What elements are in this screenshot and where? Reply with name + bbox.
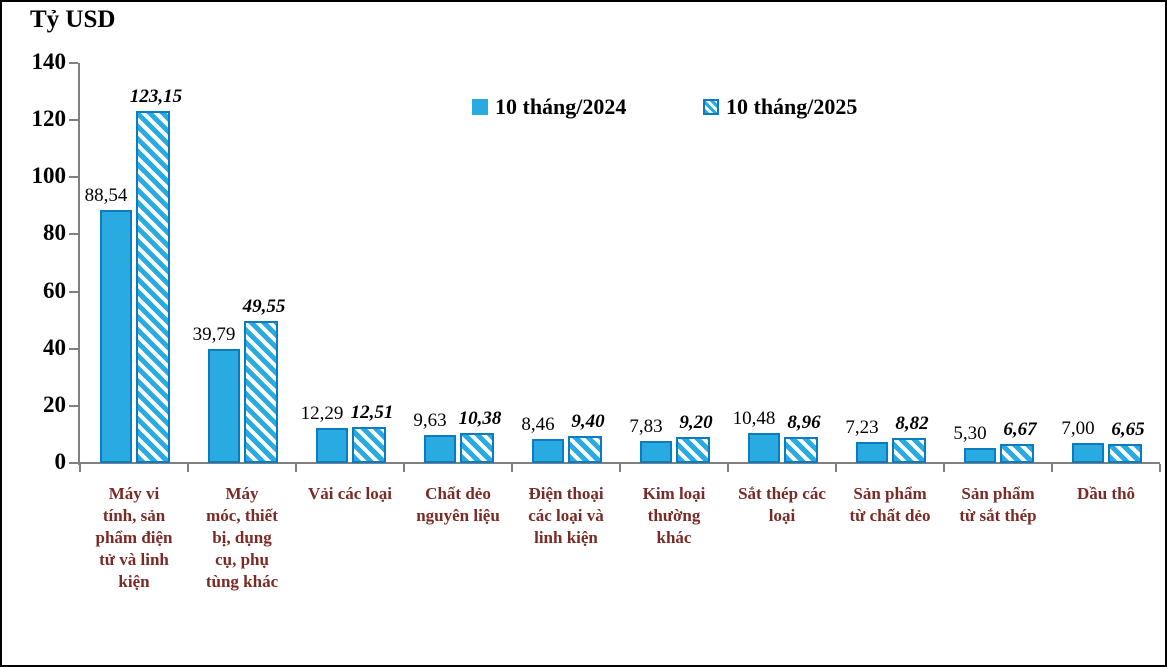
y-axis-tick-label: 0 (54, 449, 67, 474)
bar-2025 (1108, 444, 1142, 463)
category-label: Máy vi tính, sản phẩm điện tử và linh ki… (95, 484, 173, 591)
bar-2024 (208, 349, 240, 463)
value-label-2024: 7,00 (1061, 418, 1095, 439)
value-label-2025: 8,96 (787, 412, 821, 433)
y-axis-tick (69, 404, 78, 407)
y-axis-tick-label: 60 (43, 277, 66, 303)
value-label-2024: 7,83 (629, 416, 663, 437)
bar-2025 (460, 433, 494, 463)
bar-2025 (352, 427, 386, 463)
value-label-2024: 10,48 (732, 408, 776, 429)
category-label: Dầu thô (1076, 484, 1136, 503)
x-axis-tick (295, 464, 297, 472)
x-axis-tick (187, 464, 189, 472)
value-label-2025: 49,55 (242, 296, 286, 317)
y-axis-tick (69, 290, 78, 293)
category-label: Kim loại thường khác (642, 484, 706, 547)
y-axis-tick-label: 40 (43, 334, 66, 360)
category-label: Sản phẩm từ chất dẻo (849, 484, 931, 525)
y-axis-line (78, 63, 80, 465)
y-axis-tick (69, 176, 78, 179)
value-label-2025: 9,20 (679, 412, 713, 433)
value-label-2025: 8,82 (895, 413, 929, 434)
y-axis-tick-label: 20 (43, 391, 66, 417)
value-label-2024: 12,29 (300, 403, 344, 424)
bar-2024 (532, 439, 564, 463)
bar-2024 (748, 433, 780, 463)
bar-2024 (1072, 443, 1104, 463)
value-label-2025: 9,40 (571, 411, 605, 432)
category-label: Máy móc, thiết bị, dụng cụ, phụ tùng khá… (205, 484, 279, 591)
x-axis-tick (727, 464, 729, 472)
legend-swatch-solid-icon (472, 99, 488, 115)
bar-2024 (100, 210, 132, 463)
bar-2025 (1000, 444, 1034, 463)
bar-2025 (892, 438, 926, 463)
value-label-2025: 123,15 (129, 86, 183, 107)
bar-2025 (784, 437, 818, 463)
y-axis-tick (69, 119, 78, 122)
y-axis-tick-label: 80 (43, 220, 66, 246)
category-label: Chất dẻo nguyên liệu (416, 484, 500, 525)
legend-item: 10 tháng/2024 (472, 94, 626, 120)
x-axis-tick (943, 464, 945, 472)
value-label-2024: 9,63 (413, 410, 447, 431)
x-axis-line (78, 462, 1160, 464)
legend-item: 10 tháng/2025 (703, 94, 857, 120)
category-label: Điện thoại các loại và linh kiện (528, 484, 604, 547)
x-axis-tick (79, 464, 81, 472)
bar-2024 (316, 428, 348, 463)
bar-2024 (424, 435, 456, 463)
value-label-2024: 7,23 (845, 417, 879, 438)
x-axis-tick (1051, 464, 1053, 472)
y-axis-tick (69, 233, 78, 236)
x-axis-tick (835, 464, 837, 472)
x-axis-tick (1159, 464, 1161, 472)
bar-2025 (136, 111, 170, 463)
value-label-2025: 6,65 (1111, 419, 1145, 440)
bar-2025 (244, 321, 278, 463)
category-label: Sắt thép các loại (738, 484, 826, 525)
value-label-2024: 39,79 (192, 324, 236, 345)
chart-title: Tỷ USD (30, 6, 116, 33)
y-axis-tick-label: 100 (31, 163, 67, 189)
bar-2024 (856, 442, 888, 463)
value-label-2024: 8,46 (521, 414, 555, 435)
category-label: Sản phẩm từ sắt thép (959, 484, 1037, 525)
legend: 10 tháng/2024 10 tháng/2025 (2, 94, 1165, 124)
bar-2025 (676, 437, 710, 463)
legend-label: 10 tháng/2025 (726, 94, 858, 119)
value-label-2025: 10,38 (458, 408, 502, 429)
y-axis-tick (69, 62, 78, 64)
y-axis-tick-label: 120 (31, 106, 67, 132)
bar-2024 (964, 448, 996, 463)
bar-2025 (568, 436, 602, 463)
y-axis-tick (69, 462, 78, 464)
value-label-2024: 88,54 (84, 185, 128, 206)
value-label-2025: 6,67 (1003, 419, 1037, 440)
value-label-2025: 12,51 (350, 402, 394, 423)
legend-swatch-hatched-icon (703, 99, 719, 115)
bar-2024 (640, 441, 672, 463)
y-axis-tick (69, 347, 78, 350)
x-axis-tick (511, 464, 513, 472)
y-axis-tick-label: 140 (31, 49, 67, 74)
x-axis-tick (619, 464, 621, 472)
x-axis-tick (403, 464, 405, 472)
category-label: Vải các loại (307, 484, 393, 503)
value-label-2024: 5,30 (953, 423, 987, 444)
legend-label: 10 tháng/2024 (495, 94, 627, 119)
